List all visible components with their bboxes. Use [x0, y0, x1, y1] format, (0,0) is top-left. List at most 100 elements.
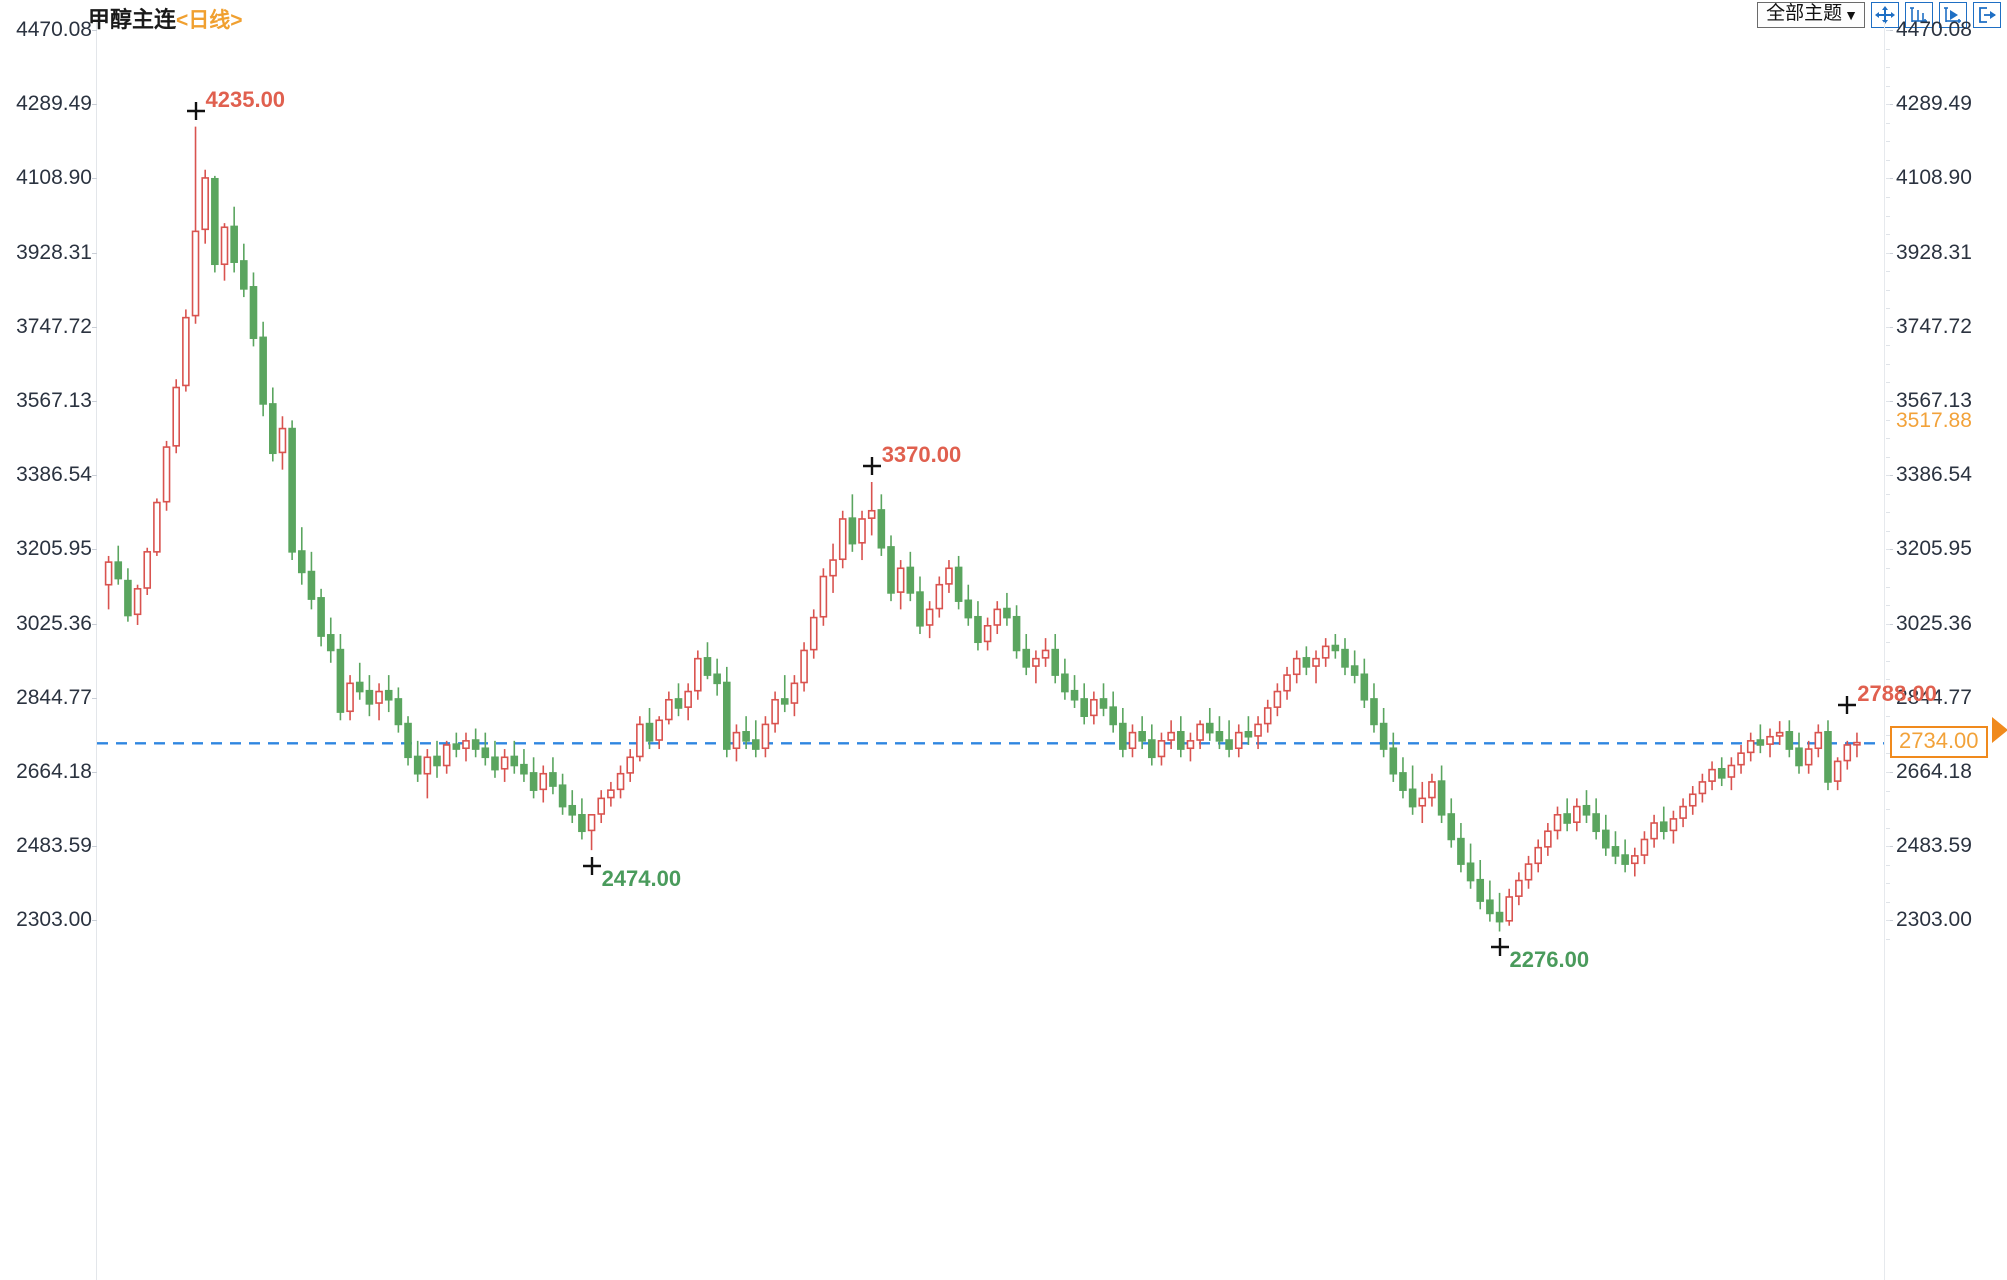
right-tick-mark [1888, 475, 1893, 477]
right-tick-mark [1888, 623, 1893, 625]
left-axis-tick-8: 3025.36 [16, 611, 92, 635]
right-minor-tick [1886, 493, 1890, 495]
candle [288, 420, 296, 561]
candle [964, 584, 973, 626]
candle [1534, 839, 1542, 873]
right-minor-tick [1886, 289, 1890, 291]
candle [1544, 823, 1552, 856]
candle [104, 555, 113, 610]
left-tick-mark [92, 326, 97, 328]
crosshair-move-icon[interactable] [1871, 2, 1899, 28]
measure-left-icon[interactable] [1905, 2, 1933, 28]
candle [1476, 860, 1485, 910]
candle [153, 498, 161, 556]
right-minor-tick [1886, 85, 1890, 87]
right-tick-mark [1888, 697, 1893, 699]
candle [1273, 683, 1282, 717]
candle [1099, 683, 1108, 717]
candle [887, 535, 895, 602]
candle [1573, 798, 1581, 832]
candle [906, 551, 915, 602]
candle [336, 634, 345, 721]
right-minor-tick [1886, 308, 1890, 310]
candle [1688, 786, 1697, 815]
candle [1679, 798, 1687, 828]
right-axis-tick-8: 3025.36 [1896, 611, 1972, 635]
candle [1022, 634, 1031, 676]
right-minor-tick [1886, 363, 1890, 365]
candle [713, 658, 721, 696]
candle [925, 601, 934, 639]
right-minor-tick [1886, 382, 1890, 384]
candle [481, 732, 490, 766]
candle [954, 555, 963, 610]
candle [568, 790, 577, 824]
theme-dropdown[interactable]: 全部主题 ▼ [1757, 2, 1865, 28]
candle [674, 683, 683, 717]
candle [578, 798, 586, 840]
right-minor-tick [1886, 252, 1890, 254]
right-minor-tick [1886, 660, 1890, 662]
candle [211, 175, 219, 273]
right-minor-tick [1886, 790, 1890, 792]
right-axis-tick-2: 4108.90 [1896, 166, 1972, 190]
candle [1157, 732, 1166, 766]
candle [1505, 888, 1514, 926]
right-tick-mark [1888, 401, 1893, 402]
candle [771, 691, 779, 733]
candle [722, 666, 731, 758]
last-price-badge[interactable]: 2734.00 [1890, 726, 1988, 759]
candle [1621, 839, 1629, 873]
exit-fullscreen-icon[interactable] [1973, 2, 2001, 28]
candle [1457, 823, 1465, 873]
right-minor-tick [1886, 30, 1890, 31]
candle [124, 568, 132, 622]
candle [626, 749, 635, 782]
candle [1602, 814, 1610, 856]
extreme-cross-marker [185, 100, 207, 127]
right-minor-tick [1886, 401, 1890, 402]
right-minor-tick [1886, 901, 1890, 903]
extreme-cross-marker [581, 855, 603, 882]
candle [1312, 650, 1320, 684]
right-axis-tick-5: 3567.13 [1896, 389, 1972, 412]
candle [1109, 691, 1117, 733]
right-minor-tick [1886, 234, 1890, 236]
left-axis-line [96, 22, 97, 1280]
right-minor-tick [1886, 438, 1890, 440]
candle [1321, 638, 1330, 667]
price-plot-area[interactable] [97, 22, 1884, 1280]
candle [1360, 658, 1369, 708]
candle [471, 728, 480, 758]
left-tick-mark [92, 104, 97, 106]
candle [442, 740, 451, 774]
measure-right-icon[interactable] [1939, 2, 1967, 28]
candle [1370, 683, 1378, 733]
left-tick-mark [92, 623, 97, 625]
candle [1012, 605, 1021, 659]
candle [858, 510, 866, 561]
candle [1225, 720, 1233, 758]
candle [1717, 757, 1726, 787]
candle [1843, 740, 1852, 770]
left-tick-mark [92, 252, 97, 254]
right-tick-mark [1888, 30, 1893, 31]
candle [1824, 720, 1832, 791]
left-axis-tick-5: 3567.13 [16, 389, 92, 412]
left-axis-tick-7: 3205.95 [16, 537, 92, 561]
candle [1041, 638, 1050, 667]
candle [636, 716, 644, 762]
candle [269, 387, 277, 462]
candle [1302, 646, 1311, 676]
candle [1553, 806, 1562, 840]
candle [182, 309, 190, 392]
right-tick-mark [1888, 104, 1893, 106]
candle [365, 675, 374, 717]
left-axis-tick-0: 4470.08 [16, 18, 92, 41]
candle [1466, 843, 1475, 889]
candle [1447, 798, 1456, 848]
candle [1746, 732, 1755, 762]
candle [1524, 855, 1533, 889]
left-tick-mark [92, 920, 97, 922]
right-minor-tick [1886, 549, 1890, 551]
